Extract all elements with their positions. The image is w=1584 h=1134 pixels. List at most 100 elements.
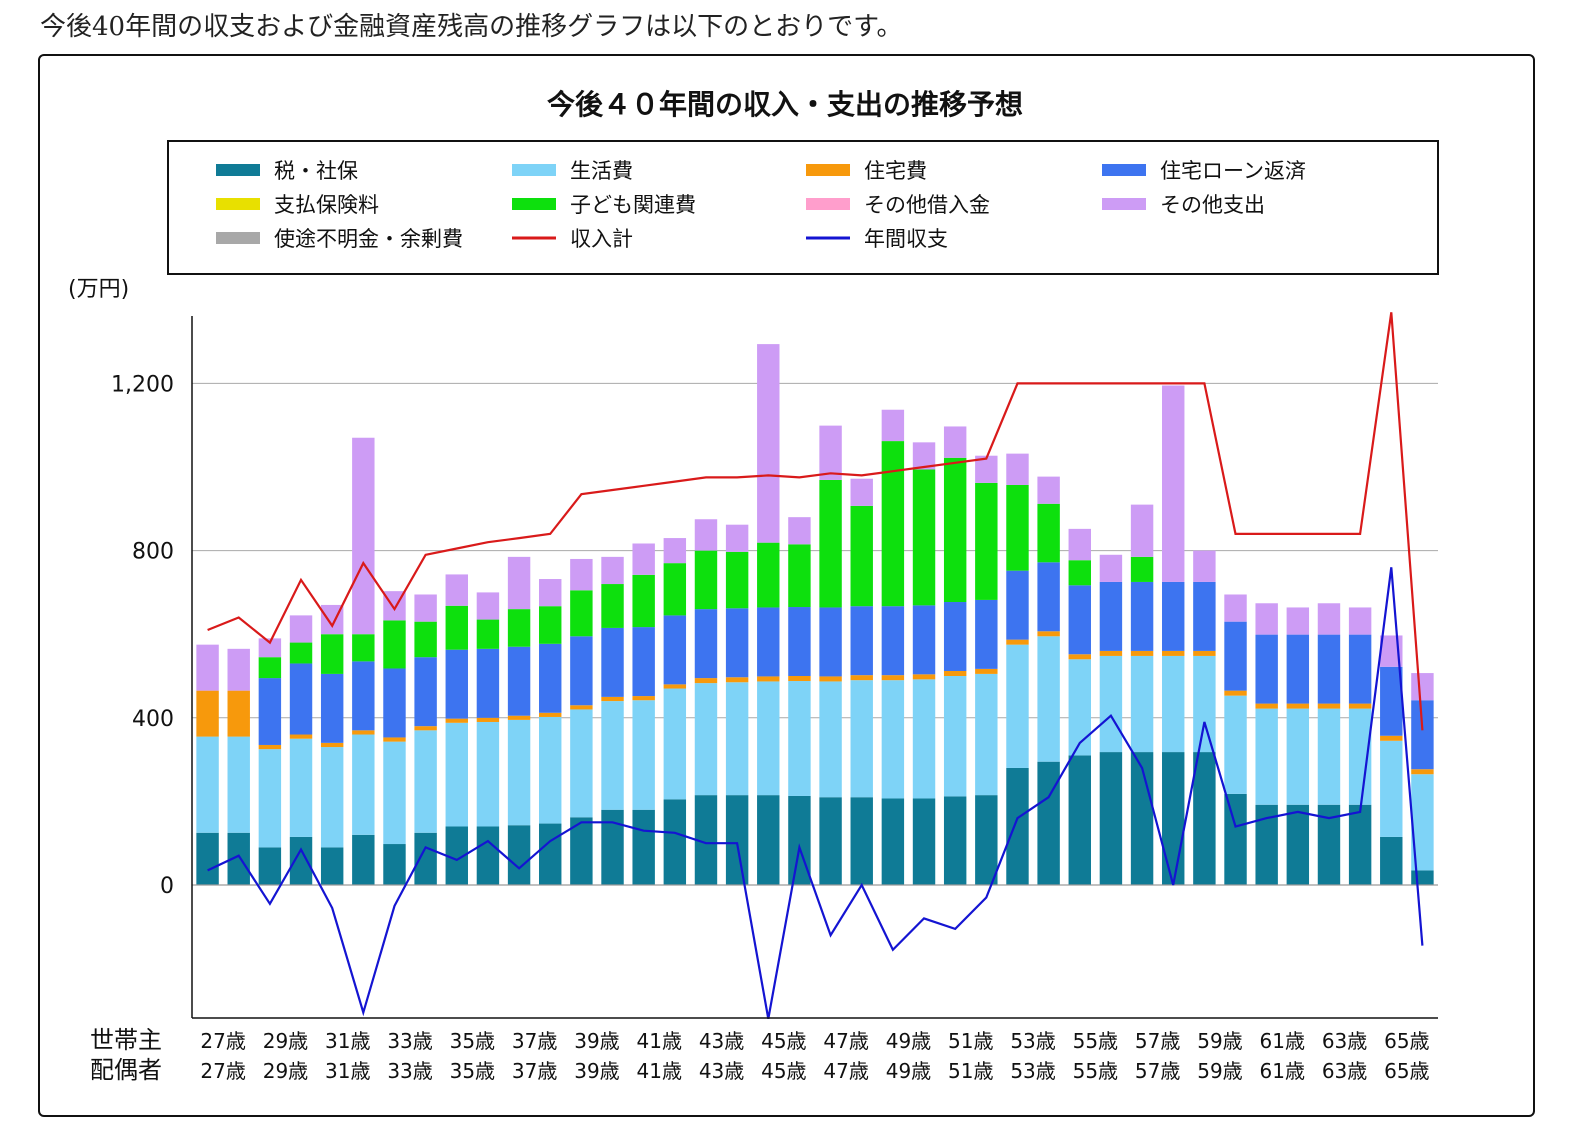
- bar-segment: [227, 690, 250, 737]
- bar-segment: [663, 615, 687, 685]
- bar-segment: [788, 681, 811, 796]
- bar-segment: [819, 607, 842, 677]
- legend-swatch: [512, 198, 556, 210]
- bar-segment: [601, 809, 624, 885]
- bar-segment: [1037, 761, 1060, 885]
- bar-segment: [975, 455, 998, 483]
- bar-segment: [507, 556, 531, 610]
- bar-segment: [476, 648, 500, 718]
- x-tick-label-householder: 51歳: [948, 1029, 993, 1053]
- bar-segment: [445, 605, 468, 650]
- bar-segment: [352, 437, 375, 635]
- bar-segment: [1037, 636, 1060, 762]
- bar-segment: [1286, 703, 1310, 709]
- bar-segment: [476, 721, 500, 827]
- bar-segment: [1193, 581, 1216, 651]
- bar-segment: [1130, 650, 1154, 656]
- bar-segment: [601, 556, 624, 585]
- bar-segment: [1411, 774, 1434, 871]
- bar-segment: [819, 681, 842, 798]
- bar-segment: [1348, 634, 1372, 704]
- legend-label: 子ども関連費: [570, 193, 696, 217]
- bar-segment: [757, 344, 780, 543]
- bar-segment: [601, 696, 624, 702]
- bar-segment: [1037, 631, 1060, 637]
- x-tick-label-householder: 61歳: [1260, 1029, 1305, 1053]
- bar-segment: [943, 426, 967, 458]
- bar-segment: [881, 606, 905, 676]
- bar-segment: [1317, 634, 1341, 704]
- bar-segment: [539, 823, 562, 885]
- bar-segment: [1411, 700, 1434, 770]
- bar-segment: [1162, 655, 1185, 753]
- bar-segment: [725, 524, 749, 552]
- x-tick-label-spouse: 41歳: [637, 1059, 682, 1083]
- bar-segment: [1224, 695, 1247, 794]
- bar-segment: [943, 796, 967, 885]
- bar-segment: [352, 834, 375, 885]
- legend-swatch: [216, 164, 260, 176]
- x-tick-label-householder: 33歳: [387, 1029, 432, 1053]
- bar-segment: [289, 836, 313, 885]
- bar-segment: [570, 705, 593, 710]
- bar-segment: [383, 741, 406, 845]
- bar-segment: [289, 738, 313, 837]
- bar-segment: [1286, 708, 1310, 805]
- bar-segment: [320, 634, 344, 674]
- bar-segment: [819, 676, 842, 682]
- bar-segment: [383, 668, 406, 738]
- x-tick-label-householder: 49歳: [886, 1029, 931, 1053]
- bar-segment: [320, 673, 344, 743]
- bar-segment: [943, 457, 967, 603]
- bar-segment: [663, 563, 687, 616]
- bar-segment: [725, 608, 749, 678]
- legend-label: 支払保険料: [274, 193, 379, 217]
- bar-segment: [725, 677, 749, 683]
- bar-segment: [757, 607, 780, 677]
- line-年間収支: [207, 567, 1424, 1019]
- x-tick-label-householder: 53歳: [1010, 1029, 1055, 1053]
- legend-swatch: [512, 164, 556, 176]
- x-tick-label-spouse: 47歳: [823, 1059, 868, 1083]
- bar-segment: [445, 722, 468, 827]
- x-tick-label-householder: 43歳: [699, 1029, 744, 1053]
- bar-segment: [912, 674, 936, 680]
- row-label-spouse: 配偶者: [90, 1056, 162, 1084]
- y-axis-label: (万円): [68, 277, 129, 302]
- legend-label: 生活費: [570, 159, 633, 183]
- bar-segment: [601, 584, 624, 628]
- bar-segment: [1162, 752, 1185, 885]
- bar-segment: [476, 826, 500, 885]
- bar-segment: [539, 712, 562, 717]
- bar-segment: [757, 542, 780, 608]
- bar-segment: [227, 832, 250, 885]
- x-tick-label-spouse: 49歳: [886, 1059, 931, 1083]
- legend-swatch: [806, 198, 850, 210]
- bar-segment: [570, 558, 593, 591]
- x-tick-label-householder: 31歳: [325, 1029, 370, 1053]
- bar-segment: [694, 795, 718, 885]
- bar-segment: [539, 579, 562, 607]
- bar-segment: [1006, 453, 1029, 485]
- bar-segment: [507, 719, 531, 826]
- bar-segment: [725, 682, 749, 796]
- bar-segment: [258, 638, 282, 658]
- bar-segment: [1317, 703, 1341, 709]
- bar-segment: [1348, 703, 1372, 709]
- bar-segment: [975, 482, 998, 600]
- bar-segment: [1193, 655, 1216, 753]
- bar-segment: [507, 715, 531, 720]
- bar-segment: [1130, 556, 1154, 582]
- y-axis-ticks: 0 400 800 1,200: [111, 372, 174, 899]
- bar-segment: [1317, 603, 1341, 635]
- intro-text: 今後40年間の収支および金融資産残高の推移グラフは以下のとおりです。: [40, 12, 903, 42]
- bar-segment: [788, 544, 811, 608]
- bar-segment: [632, 809, 655, 885]
- bar-segment: [1099, 752, 1123, 885]
- bar-segment: [1255, 804, 1278, 885]
- x-tick-label-spouse: 45歳: [761, 1059, 806, 1083]
- bar-segment: [1037, 562, 1060, 632]
- bar-segment: [1006, 639, 1029, 645]
- bar-segment: [975, 599, 998, 669]
- bar-segment: [850, 675, 873, 681]
